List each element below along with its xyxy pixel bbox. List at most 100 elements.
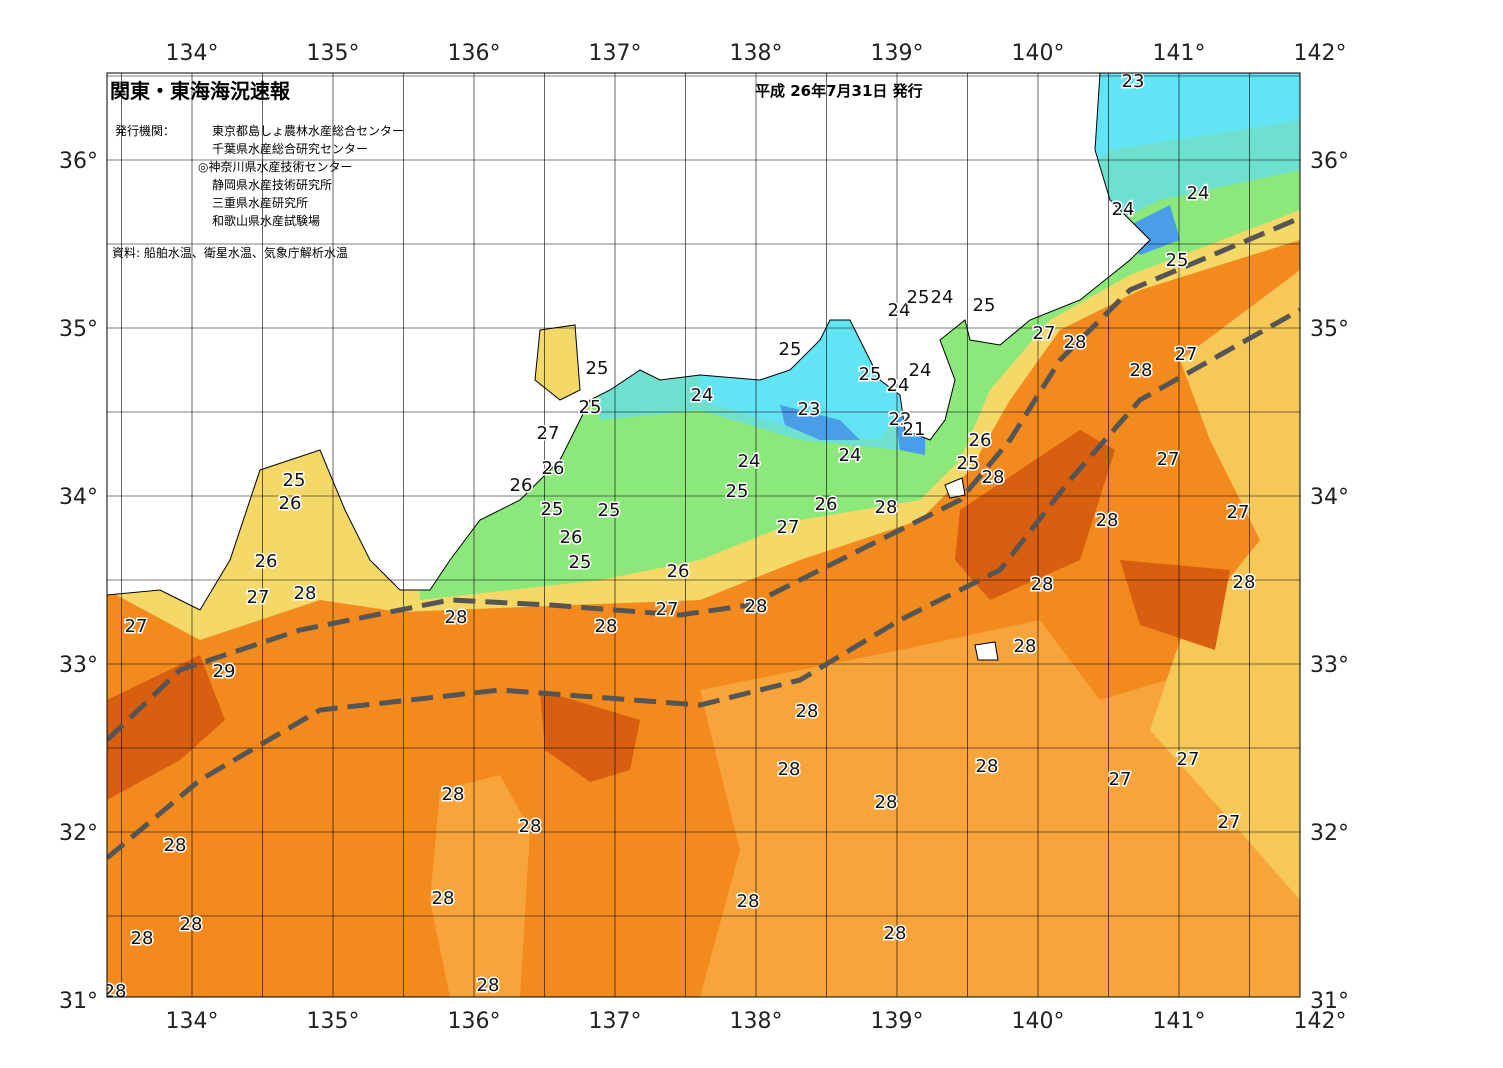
contour-label: 22 [889, 409, 912, 430]
contour-label: 28 [875, 792, 898, 813]
contour-label: 25 [957, 453, 980, 474]
issuer: 東京都島しょ農林水産総合センター [212, 123, 404, 138]
lat-label-right: 31° [1310, 989, 1349, 1014]
lat-label-left: 32° [59, 821, 98, 846]
lat-label-right: 36° [1310, 149, 1349, 174]
contour-label: 21 [903, 419, 926, 440]
contour-label: 24 [888, 300, 911, 321]
contour-label: 27 [125, 616, 148, 637]
lon-label-top: 137° [589, 41, 642, 66]
contour-label: 27 [1227, 502, 1250, 523]
lon-label-bottom: 137° [589, 1009, 642, 1034]
contour-label: 27 [1157, 449, 1180, 470]
sea-zone [1120, 560, 1230, 650]
contour-label: 25 [1166, 250, 1189, 271]
island [974, 641, 999, 661]
lon-label-top: 141° [1153, 41, 1206, 66]
contour-label: 28 [1233, 572, 1256, 593]
contour-label: 25 [726, 481, 749, 502]
lon-label-bottom: 136° [448, 1009, 501, 1034]
contour-label: 24 [931, 287, 954, 308]
contour-label: 27 [1177, 749, 1200, 770]
contour-label: 28 [1031, 574, 1054, 595]
contour-label: 27 [777, 517, 800, 538]
contour-label: 28 [976, 756, 999, 777]
ise-bay [534, 324, 581, 401]
contour-label: 24 [887, 375, 910, 396]
island [944, 477, 966, 499]
contour-label: 24 [738, 451, 761, 472]
contour-label: 28 [294, 583, 317, 604]
contour-label: 24 [909, 360, 932, 381]
contour-label: 28 [477, 975, 500, 996]
contour-label: 27 [1175, 344, 1198, 365]
issuer: 三重県水産研究所 [212, 195, 308, 210]
sea-zone [700, 620, 1300, 997]
contour-label: 28 [595, 616, 618, 637]
contour-label: 25 [859, 364, 882, 385]
lon-label-top: 139° [871, 41, 924, 66]
lat-label-right: 33° [1310, 653, 1349, 678]
contour-label: 28 [432, 888, 455, 909]
contour-label: 26 [542, 458, 565, 479]
sources: 資料: 船舶水温、衛星水温、気象庁解析水温 [112, 245, 348, 260]
axis-labels: 134° 134° 135° 135° 136° 136° 137° 137° 138° 138°… [59, 41, 1349, 1034]
contour-label: 27 [247, 587, 270, 608]
lon-label-bottom: 141° [1153, 1009, 1206, 1034]
lon-label-bottom: 138° [730, 1009, 783, 1034]
lat-label-left: 33° [59, 653, 98, 678]
contour-label: 24 [1112, 199, 1135, 220]
contour-label: 27 [1218, 812, 1241, 833]
issuer: 静岡県水産技術研究所 [212, 177, 332, 192]
contour-label: 25 [283, 470, 306, 491]
contour-label: 28 [884, 923, 907, 944]
contour-label: 27 [1033, 323, 1056, 344]
contour-label: 28 [442, 784, 465, 805]
contour-label: 27 [656, 599, 679, 620]
contour-label: 23 [798, 399, 821, 420]
contour-label: 25 [973, 295, 996, 316]
contour-label: 29 [213, 661, 236, 682]
contour-label: 28 [796, 701, 819, 722]
contour-label: 24 [691, 385, 714, 406]
issuer: ◎神奈川県水産技術センター [198, 159, 352, 174]
contour-label: 26 [510, 475, 533, 496]
contour-label: 28 [104, 981, 127, 1002]
contour-label: 28 [875, 497, 898, 518]
lon-label-top: 138° [730, 41, 783, 66]
lon-label-bottom: 134° [166, 1009, 219, 1034]
lon-label-top: 135° [307, 41, 360, 66]
lon-label-bottom: 135° [307, 1009, 360, 1034]
contour-label: 25 [569, 552, 592, 573]
contour-label: 25 [598, 500, 621, 521]
sea-zone [430, 775, 530, 997]
lon-label-top: 142° [1294, 41, 1347, 66]
lon-label-top: 140° [1012, 41, 1065, 66]
contour-label: 28 [180, 914, 203, 935]
contour-label: 28 [982, 467, 1005, 488]
contour-label: 25 [779, 339, 802, 360]
contour-label: 28 [131, 928, 154, 949]
contour-label: 28 [737, 891, 760, 912]
contour-label: 28 [1130, 360, 1153, 381]
contour-label: 23 [1122, 71, 1145, 92]
kuroshio-axis [107, 215, 1300, 742]
contour-label: 28 [519, 816, 542, 837]
issuer: 和歌山県水産試験場 [212, 213, 320, 228]
contour-label: 25 [586, 358, 609, 379]
contour-label: 25 [579, 397, 602, 418]
lat-label-right: 32° [1310, 821, 1349, 846]
lat-label-left: 34° [59, 485, 98, 510]
land [107, 73, 1151, 611]
contour-label: 26 [560, 527, 583, 548]
contour-label: 26 [815, 494, 838, 515]
kuroshio-axis [107, 307, 1300, 860]
issuer-label: 発行機関： [115, 123, 175, 138]
issuer: 千葉県水産総合研究センター [212, 141, 368, 156]
contour-label: 28 [778, 759, 801, 780]
lon-label-bottom: 140° [1012, 1009, 1065, 1034]
lon-label-top: 134° [166, 41, 219, 66]
